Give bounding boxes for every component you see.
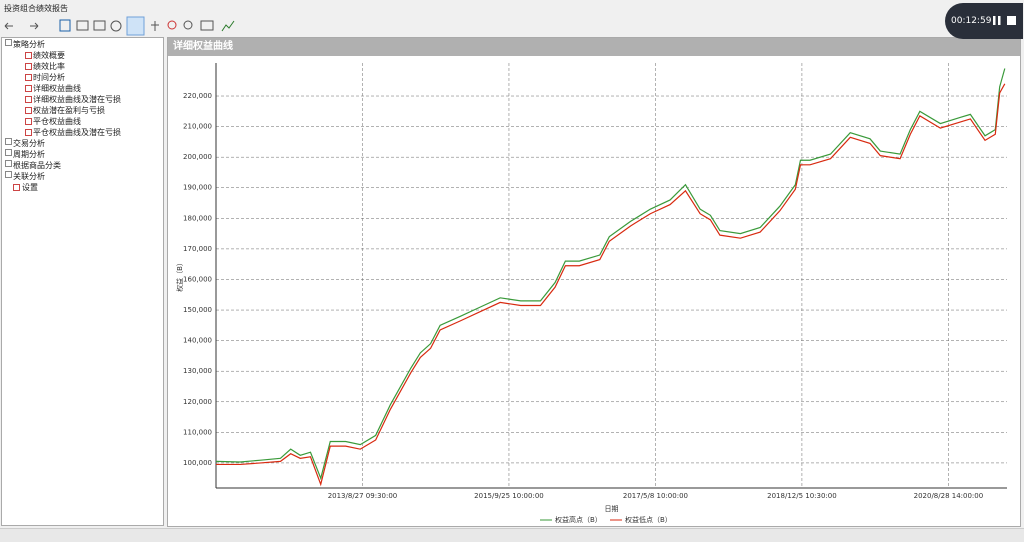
- y-tick-label: 200,000: [183, 153, 212, 161]
- tree-leaf[interactable]: 绩效比率: [33, 62, 65, 71]
- x-tick-label: 2018/12/5 10:30:00: [767, 492, 837, 500]
- pause-button-part[interactable]: [998, 16, 1001, 25]
- tree-icon[interactable]: [25, 96, 32, 103]
- tree-node[interactable]: 根据商品分类: [13, 161, 61, 170]
- x-tick-label: 2013/8/27 09:30:00: [328, 492, 398, 500]
- tree-icon[interactable]: [25, 52, 32, 59]
- tree-toggle[interactable]: [5, 138, 12, 145]
- fit-button[interactable]: [200, 20, 214, 31]
- settings-button[interactable]: [110, 20, 122, 32]
- tree-leaf[interactable]: 详细权益曲线: [33, 84, 81, 93]
- tree-node[interactable]: 交易分析: [13, 139, 45, 148]
- window-title: 投资组合绩效报告: [4, 4, 68, 13]
- save-button[interactable]: [59, 19, 71, 32]
- tree-icon[interactable]: [25, 74, 32, 81]
- y-tick-label: 110,000: [183, 428, 212, 436]
- tree-icon[interactable]: [25, 107, 32, 114]
- tree-panel: 策略分析绩效概要绩效比率时间分析详细权益曲线详细权益曲线及潜在亏损 权益潜在盈利与…: [1, 37, 164, 526]
- tree-leaf[interactable]: 时间分析: [33, 73, 65, 82]
- tree-toggle[interactable]: [5, 171, 12, 178]
- tree-node[interactable]: 关联分析: [13, 172, 45, 181]
- tree-leaf[interactable]: 平仓权益曲线及潜在亏损: [33, 128, 121, 137]
- tree-toggle[interactable]: [5, 160, 12, 167]
- panel-title: 详细权益曲线: [168, 38, 1020, 56]
- tree-node[interactable]: 策略分析: [13, 40, 45, 49]
- y-tick-label: 120,000: [183, 398, 212, 406]
- tree-icon[interactable]: [25, 118, 32, 125]
- legend-label: 权益高点（B）: [555, 515, 602, 524]
- y-tick-label: 180,000: [183, 214, 212, 222]
- tree-leaf[interactable]: 权益潜在盈利与亏损: [33, 106, 105, 115]
- tree-node[interactable]: 设置: [22, 183, 38, 192]
- chart: 100,000 110,000 120,000 130,000 140,000 150,0…: [175, 63, 1007, 524]
- y-tick-label: 160,000: [183, 275, 212, 283]
- tree-icon[interactable]: [25, 85, 32, 92]
- y-tick-label: 150,000: [183, 306, 212, 314]
- pause-button[interactable]: [993, 16, 996, 25]
- tree-icon[interactable]: [13, 184, 20, 191]
- zoom-out-button[interactable]: [183, 20, 193, 30]
- tree-leaf[interactable]: 绩效概要: [33, 51, 65, 60]
- export-button[interactable]: [76, 20, 89, 31]
- x-axis-label: 日期: [605, 505, 619, 513]
- y-tick-label: 100,000: [183, 459, 212, 467]
- toolbar: [4, 16, 235, 36]
- print-button[interactable]: [93, 20, 106, 31]
- chart-button[interactable]: [221, 20, 235, 32]
- y-tick-label: 190,000: [183, 184, 212, 192]
- tree-node[interactable]: 周期分析: [13, 150, 45, 159]
- y-tick-label: 170,000: [183, 245, 212, 253]
- zoom-in-button[interactable]: [167, 20, 177, 30]
- equity-line: [216, 83, 1006, 487]
- x-tick-label: 2017/5/8 10:00:00: [623, 492, 688, 500]
- legend-label: 权益低点（B）: [625, 515, 672, 524]
- y-tick-label: 140,000: [183, 337, 212, 345]
- cursor-button[interactable]: [126, 16, 145, 36]
- x-tick-label: 2020/8/28 14:00:00: [914, 492, 984, 500]
- y-tick-label: 220,000: [183, 92, 212, 100]
- tree-leaf[interactable]: 平仓权益曲线: [33, 117, 81, 126]
- status-bar: [0, 528, 1024, 542]
- tree-toggle[interactable]: [5, 149, 12, 156]
- chart-panel: 详细权益曲线 100,000 110,000 120,000 130,000 140,0…: [167, 37, 1021, 527]
- pan-button[interactable]: [151, 21, 159, 31]
- tree-icon[interactable]: [25, 129, 32, 136]
- equity-line: [215, 68, 1006, 481]
- tree-icon[interactable]: [25, 63, 32, 70]
- recorder-controls: [993, 16, 1016, 25]
- x-tick-label: 2015/9/25 10:00:00: [474, 492, 544, 500]
- y-tick-label: 130,000: [183, 367, 212, 375]
- forward-button[interactable]: [30, 22, 39, 30]
- y-axis-label: 权益（B）: [175, 259, 184, 292]
- stop-button[interactable]: [1007, 16, 1016, 25]
- tree-toggle[interactable]: [5, 39, 12, 46]
- back-button[interactable]: [4, 22, 13, 30]
- y-tick-label: 210,000: [183, 123, 212, 131]
- recorder: 00:12:59: [945, 3, 1023, 39]
- tree-leaf[interactable]: 详细权益曲线及潜在亏损: [33, 95, 121, 104]
- recorder-time: 00:12:59: [951, 16, 992, 26]
